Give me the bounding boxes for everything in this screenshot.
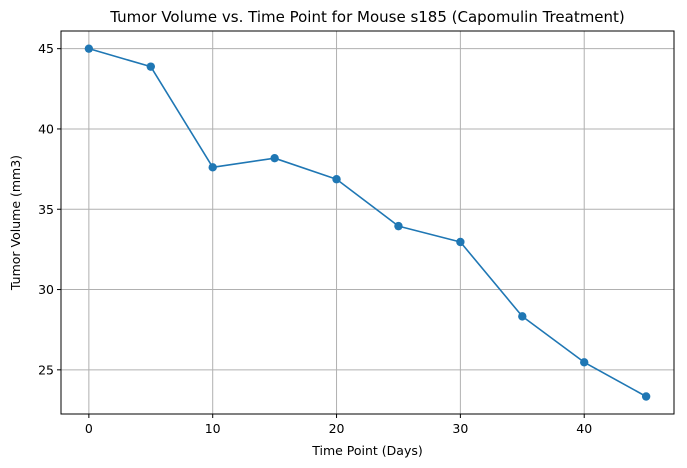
series-layer — [84, 44, 651, 401]
plot-frame — [60, 30, 675, 415]
y-tick-label-35: 35 — [38, 202, 54, 217]
chart-title: Tumor Volume vs. Time Point for Mouse s1… — [109, 8, 625, 26]
y-tick-label-40: 40 — [38, 121, 54, 136]
series-line-0 — [88, 47, 647, 398]
y-tick-label-30: 30 — [38, 282, 54, 297]
x-axis-ticks: 0 10 20 30 40 — [85, 414, 592, 436]
y-axis-ticks: 25 30 35 40 45 — [38, 41, 61, 377]
y-axis-label: Tumor Volume (mm3) — [8, 155, 23, 291]
data-point-20 — [332, 175, 341, 184]
x-tick-label-10: 10 — [205, 421, 221, 436]
x-axis-label: Time Point (Days) — [311, 443, 423, 458]
x-tick-label-30: 30 — [452, 421, 468, 436]
grid-lines — [61, 31, 674, 414]
data-point-45 — [641, 392, 651, 401]
x-tick-label-40: 40 — [576, 421, 592, 436]
data-point-25 — [394, 221, 403, 231]
data-point-0 — [84, 44, 94, 53]
y-tick-label-25: 25 — [38, 362, 54, 377]
data-point-40 — [580, 358, 589, 367]
data-point-15 — [270, 153, 279, 163]
data-point-5 — [146, 62, 155, 71]
data-point-10 — [208, 163, 217, 172]
data-point-30 — [456, 237, 465, 247]
y-tick-label-45: 45 — [38, 41, 54, 56]
x-tick-label-20: 20 — [329, 421, 345, 436]
data-point-35 — [518, 312, 527, 321]
x-tick-label-0: 0 — [85, 421, 93, 436]
